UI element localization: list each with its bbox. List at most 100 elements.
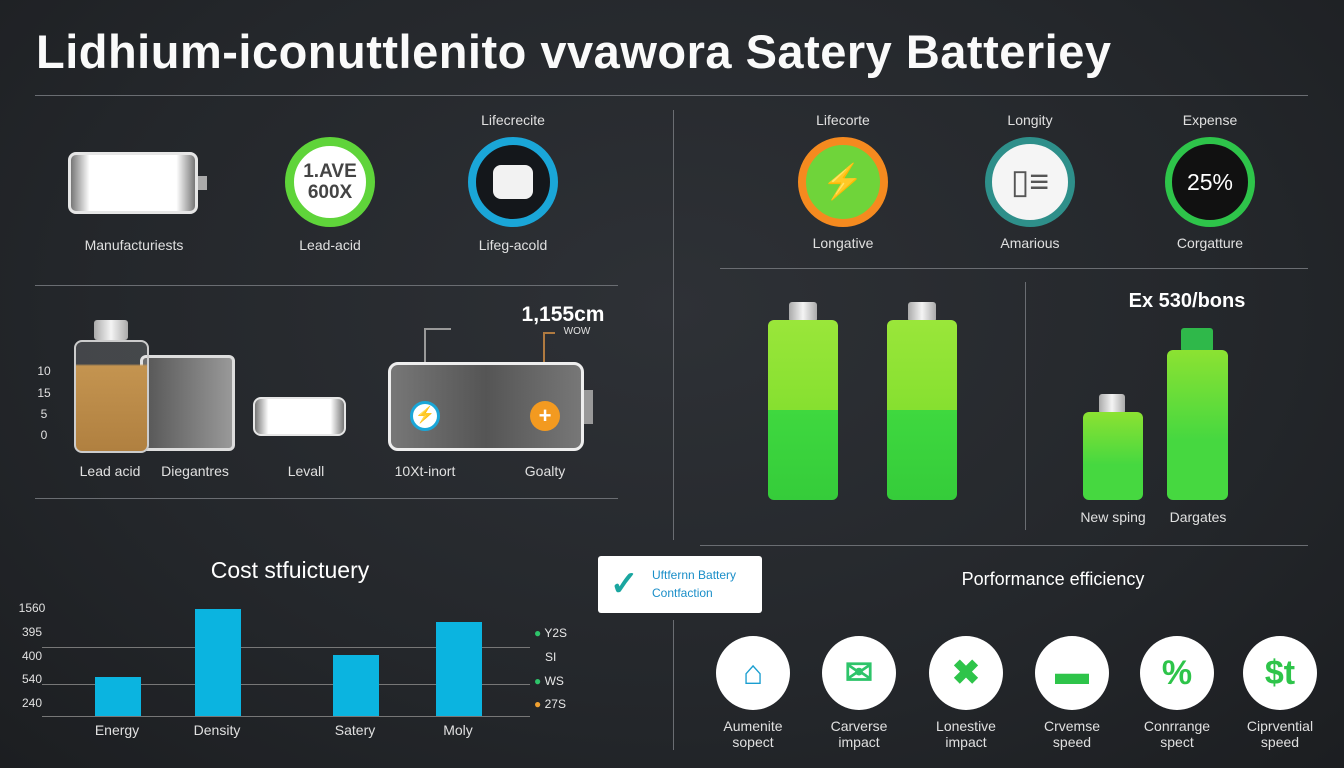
legend-label: WS [544, 674, 564, 688]
item-label: New sping [1080, 509, 1146, 525]
legend-label: Y2S [544, 626, 568, 640]
icon-glyph: ✖ [951, 654, 981, 692]
x-tick-label: Satery [334, 722, 376, 738]
house-icon[interactable]: ⌂ [716, 636, 790, 710]
icon-glyph: $t [1264, 653, 1296, 692]
divider [673, 620, 674, 750]
lightning-icon: ⚡ [410, 401, 440, 431]
dollar-icon[interactable]: $t [1243, 636, 1317, 710]
section-header: Lifecrecite [481, 112, 545, 128]
performance-label: Carverse [830, 718, 888, 734]
legend-item: SI [545, 650, 556, 664]
green-battery [887, 320, 957, 500]
page-title: Lidhium-iconuttlenito vvawora Satery Bat… [36, 25, 1112, 78]
battery-cap [789, 302, 817, 322]
value-label: 1,155cm [521, 303, 605, 326]
battery-cap [908, 302, 936, 322]
jar-cap [94, 320, 128, 340]
calendar-icon[interactable]: ▬ [1035, 636, 1109, 710]
gridline [42, 716, 530, 717]
chart-title: Cost stfuictuery [210, 557, 370, 583]
legend-item: ● Y2S [534, 626, 568, 640]
x-tick-label: Density [193, 722, 241, 738]
check-icon: ✓ [610, 565, 639, 603]
battery-terminal [584, 390, 593, 424]
expense-ring: 25% [1165, 137, 1255, 227]
icon-glyph: ▬ [1055, 653, 1089, 692]
item-label: Lifeg-acold [478, 237, 548, 253]
axis-tick: 10 [37, 364, 51, 378]
ring-text: 25% [1186, 168, 1234, 195]
battery-cap [1181, 328, 1213, 352]
performance-label: speed [1052, 734, 1092, 750]
cross-icon[interactable]: ✖ [929, 636, 1003, 710]
item-label: Corgatture [1176, 235, 1244, 251]
performance-label: speed [1260, 734, 1300, 750]
performance-label: spect [1160, 734, 1194, 750]
legend-item: ● WS [534, 674, 564, 688]
item-label: 10Xt-inort [394, 463, 456, 479]
battery-cap [1099, 394, 1125, 414]
divider [35, 285, 618, 286]
performance-label: Ciprvential [1246, 718, 1314, 734]
cost-chart: Energy Density Satery Moly [0, 0, 530, 738]
divider [720, 268, 1308, 269]
legend-label: 27S [544, 697, 566, 711]
y-tick: 395 [21, 625, 43, 639]
badge-line2: Contfaction [652, 586, 713, 600]
performance-label: impact [945, 734, 987, 750]
grey-panel [140, 355, 235, 451]
divider [700, 545, 1308, 546]
gridline [42, 647, 530, 648]
small-battery-icon [253, 397, 346, 436]
green-battery [1083, 412, 1143, 500]
divider [35, 95, 1308, 96]
axis-tick: 0 [40, 428, 48, 442]
icon-glyph: % [1161, 653, 1193, 692]
item-label: Lead acid [79, 463, 141, 479]
item-label: Amarious [1000, 235, 1060, 251]
bar-density [195, 609, 241, 716]
envelope-icon[interactable]: ✉ [822, 636, 896, 710]
performance-label: Aumenite [723, 718, 783, 734]
lead-acid-ring: 1.AVE 600X [285, 137, 375, 227]
axis-tick: 15 [37, 386, 51, 400]
value-label: Ex 530/bons [1128, 290, 1246, 312]
percent-icon[interactable]: % [1140, 636, 1214, 710]
green-battery [1167, 350, 1228, 500]
y-tick: 540 [21, 672, 43, 686]
axis-tick: 5 [40, 407, 48, 421]
bar-moly [436, 621, 482, 716]
badge-line1: Uftfernn Battery [652, 568, 737, 582]
y-tick: 400 [21, 649, 43, 663]
value-sub-label: WOW [563, 326, 591, 337]
legend-item: ● 27S [534, 697, 566, 711]
performance-label: sopect [732, 734, 774, 750]
ring-text: 600X [307, 182, 353, 203]
icon-glyph: ✉ [844, 654, 874, 692]
x-tick-label: Energy [94, 722, 140, 738]
item-label: Manufacturiests [84, 237, 184, 253]
y-tick: 1560 [18, 601, 46, 615]
item-label: Lead-acid [299, 237, 361, 253]
performance-label: Crvemse [1043, 718, 1101, 734]
divider [673, 110, 674, 540]
performance-title: Porformance efficiency [961, 569, 1145, 589]
bar-satery [333, 655, 379, 716]
section-header: Longity [1007, 112, 1053, 128]
section-header: Lifecorte [816, 112, 870, 128]
item-label: Dargates [1169, 509, 1227, 525]
performance-label: Lonestive [936, 718, 996, 734]
wire [543, 332, 555, 362]
gridline [42, 684, 530, 685]
section-header: Expense [1182, 112, 1238, 128]
wire [424, 328, 451, 362]
item-label: Levall [287, 463, 325, 479]
battery-icon [68, 152, 198, 214]
connection-badge[interactable]: ✓ Uftfernn Battery Contfaction [598, 556, 762, 613]
performance-label: impact [838, 734, 880, 750]
battery-terminal [198, 176, 207, 190]
item-label: Goalty [524, 463, 566, 479]
ring-text: 1.AVE [303, 161, 357, 182]
legend-label: SI [545, 650, 557, 664]
